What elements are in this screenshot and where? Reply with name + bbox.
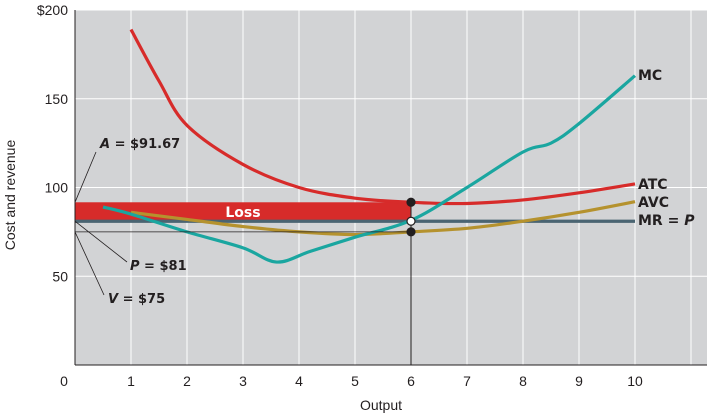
x-tick-label: 2: [183, 373, 191, 389]
x-tick-label: 7: [463, 373, 471, 389]
x-tick-label: 8: [519, 373, 527, 389]
annotation-leader: [74, 151, 97, 203]
x-tick-label: 0: [60, 373, 68, 389]
y-tick-label: 100: [45, 180, 69, 196]
x-tick-label: 3: [239, 373, 247, 389]
x-tick-label: 1: [127, 373, 135, 389]
annotation-label: A = $91.67: [99, 137, 180, 152]
y-tick-label: 50: [52, 268, 68, 284]
tick-labels: 0 1 2 3 4 5 6 7 8 9 10 50 100 150 $200: [37, 2, 643, 389]
point-marker: [406, 216, 416, 226]
series-labels: MC ATC AVC MR = P: [638, 68, 695, 229]
point-markers: [406, 197, 416, 237]
point-marker: [406, 197, 416, 207]
axes: [74, 10, 707, 366]
annotations: A = $91.67 P = $81 V = $75: [74, 137, 187, 307]
series-avc-line: [130, 200, 636, 237]
x-axis-title: Output: [360, 397, 402, 413]
x-tick-label: 9: [575, 373, 583, 389]
annotation-label: V = $75: [108, 292, 165, 307]
x-tick-label: 6: [407, 373, 415, 389]
grid: [75, 9, 707, 365]
y-tick-label: 150: [45, 91, 69, 107]
annotation-leader: [74, 231, 105, 296]
series-atc-line: [129, 28, 636, 206]
annotation-label: P = $81: [130, 259, 187, 274]
x-tick-label: 10: [627, 373, 643, 389]
series-label: MC: [638, 68, 662, 84]
series-label: AVC: [638, 195, 669, 211]
y-axis-title: Cost and revenue: [2, 140, 18, 251]
series-label: ATC: [638, 177, 668, 193]
x-tick-label: 4: [295, 373, 303, 389]
x-tick-label: 5: [351, 373, 359, 389]
point-marker: [406, 227, 416, 237]
annotation-leader: [74, 220, 128, 263]
series-label: MR = P: [638, 213, 695, 229]
loss-label: Loss: [225, 205, 260, 221]
y-tick-label: $200: [37, 2, 68, 18]
